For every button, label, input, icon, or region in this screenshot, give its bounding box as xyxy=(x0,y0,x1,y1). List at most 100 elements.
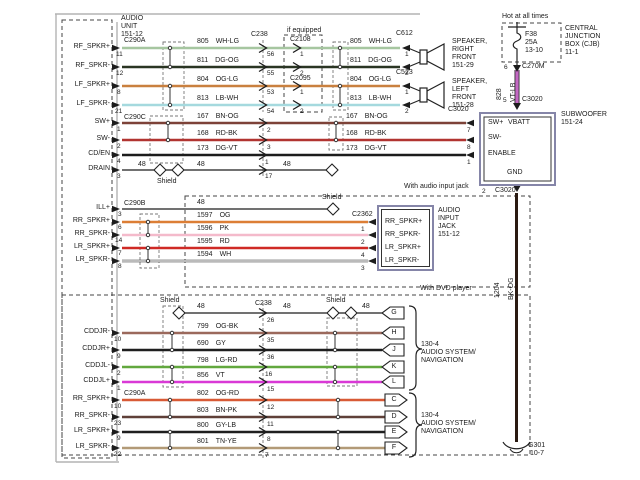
shield-label: Shield xyxy=(326,297,346,304)
speaker-left-ref: 151-28 xyxy=(452,102,474,109)
pin-number: 56 xyxy=(267,51,275,58)
subwoofer-ref: 151-24 xyxy=(561,119,583,126)
speaker-right-ref: 151-29 xyxy=(452,62,474,69)
pin-number: 3 xyxy=(118,211,122,218)
wire-circuit: 1204 xyxy=(494,282,501,298)
circuit-tag-letter: F xyxy=(391,444,397,451)
connector-c290c: C290C xyxy=(124,114,146,121)
wire-label: 804 OG-LG xyxy=(350,76,392,83)
pin-label: LF_SPKR- xyxy=(76,100,110,107)
connector-c290b: C290B xyxy=(124,200,146,207)
pin-label: CDDJL- xyxy=(85,362,110,369)
pin-number: 7 xyxy=(265,452,269,459)
wire-label: 173 DG-VT xyxy=(346,145,387,152)
jack-title: AUDIO xyxy=(438,207,461,214)
pin-number: 4 xyxy=(361,252,365,259)
nav-label: AUDIO SYSTEM/ xyxy=(421,349,476,356)
wire-label: 1597 OG xyxy=(197,212,231,219)
pin-number: 21 xyxy=(115,108,123,115)
wire-label: 803 BN-PK xyxy=(197,407,238,414)
wires-subwoofer xyxy=(122,121,466,171)
wire-label: 799 OG-BK xyxy=(197,323,239,330)
inline-connector-chevrons xyxy=(258,42,302,454)
wire-label: 1594 WH xyxy=(197,251,232,258)
audio-input-jack-box xyxy=(377,205,434,271)
nav-label: NAVIGATION xyxy=(421,357,464,364)
pin-number: 8 xyxy=(467,144,471,151)
wires-audio-jack xyxy=(122,208,368,263)
connector-c2362: C2362 xyxy=(352,211,373,218)
nav-label: NAVIGATION xyxy=(421,428,464,435)
subwoofer-vbatt: VBATT xyxy=(508,119,531,126)
circuit-tag-letter: L xyxy=(392,378,396,385)
speaker-left-front-icon xyxy=(419,81,445,109)
shield-label: Shield xyxy=(160,297,180,304)
audio-unit-frame xyxy=(55,13,420,463)
circuit-tag-letter: C xyxy=(391,396,397,403)
pin-label: CDDJR- xyxy=(83,328,110,335)
pin-number: 1 xyxy=(117,385,121,392)
hot-at-all-times-label: Hot at all times xyxy=(502,13,549,20)
connector-c2095: C2095 xyxy=(290,75,311,82)
pin-number: 2 xyxy=(405,108,409,115)
subwoofer-gnd: GND xyxy=(507,169,523,176)
audio-unit-title: UNIT xyxy=(121,23,138,30)
if-equipped-label: if equipped xyxy=(287,27,322,34)
pin-label: CDDJR+ xyxy=(82,345,110,352)
subwoofer-sw-minus: SW- xyxy=(488,134,502,141)
wire-label: 811 DG-OG xyxy=(350,57,392,64)
audio-unit-ref: 151-12 xyxy=(121,31,143,38)
jack-pin-label: RR_SPKR+ xyxy=(385,218,423,225)
pin-number: 9 xyxy=(117,353,121,360)
fuse-name: F38 xyxy=(525,31,538,38)
device-connector-arrows xyxy=(368,44,521,265)
connector-c3020: C3020 xyxy=(448,106,469,113)
speaker-left-label: LEFT xyxy=(452,86,470,93)
pin-number: 1 xyxy=(300,51,304,58)
wire-label: 802 OG-RD xyxy=(197,390,240,397)
pin-label: SW+ xyxy=(94,118,110,125)
pin-number: 7 xyxy=(118,250,122,257)
wire-label: 811 DG-OG xyxy=(197,57,239,64)
pin-number: 6 xyxy=(504,64,508,71)
wire-label: 813 LB-WH xyxy=(350,95,392,102)
connector-c523: C523 xyxy=(396,69,413,76)
connector-c612: C612 xyxy=(396,30,413,37)
pin-number: 9 xyxy=(117,435,121,442)
ground-ref: 10-7 xyxy=(530,450,545,457)
pin-label: RR_SPKR+ xyxy=(72,217,110,224)
shield-diamonds xyxy=(153,163,358,320)
speaker-right-label: SPEAKER, xyxy=(452,38,488,45)
pin-number: 2 xyxy=(405,70,409,77)
pin-number: 16 xyxy=(265,371,273,378)
pin-number: 1 xyxy=(405,51,409,58)
wire-label: 1596 PK xyxy=(197,225,229,232)
nav-braces xyxy=(408,305,423,458)
circuit-tags xyxy=(381,306,408,455)
connector-c238: C238 xyxy=(251,31,268,38)
pin-number: 1 xyxy=(405,89,409,96)
pin-number: 2 xyxy=(300,108,304,115)
circuit-tag-letter: H xyxy=(391,329,397,336)
wire-label: 48 xyxy=(197,199,205,206)
connector-c290a-2: C290A xyxy=(124,390,146,397)
twisted-pair-symbols xyxy=(145,45,343,451)
pin-label: CD/EN xyxy=(88,150,110,157)
wire-circuit: 828 xyxy=(496,88,503,100)
pin-number: 55 xyxy=(267,70,275,77)
pin-number: 1 xyxy=(117,126,121,133)
connector-c290a: C290A xyxy=(124,37,146,44)
pin-number: 12 xyxy=(116,70,124,77)
pin-label: LR_SPKR+ xyxy=(74,427,110,434)
pin-number: 1 xyxy=(361,226,365,233)
audio-unit-title: AUDIO xyxy=(121,15,144,22)
pin-label: LR_SPKR- xyxy=(75,256,110,263)
pin-number: 10 xyxy=(114,336,122,343)
pin-number: 11 xyxy=(267,421,274,428)
wire-label: 173 DG-VT xyxy=(197,145,238,152)
cjb-label: JUNCTION xyxy=(565,33,601,40)
wire-label: 48 xyxy=(138,161,146,168)
pin-label: RF_SPKR- xyxy=(75,62,110,69)
wire-label: 856 VT xyxy=(197,372,225,379)
